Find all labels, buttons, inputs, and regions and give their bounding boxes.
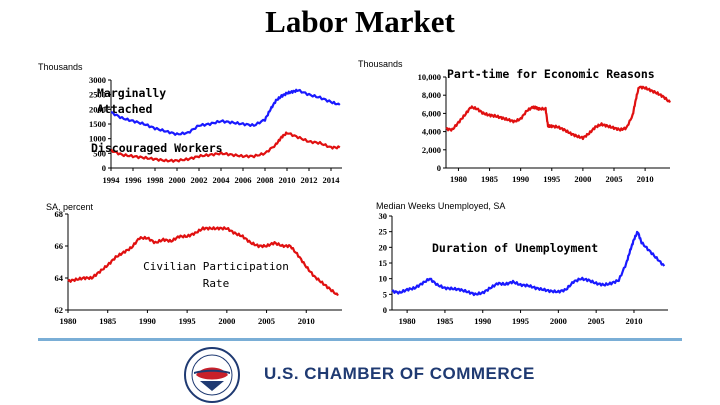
x-tick-label: 1995 — [543, 174, 560, 184]
x-tick-label: 2002 — [191, 175, 208, 185]
page-title: Labor Market — [265, 4, 455, 39]
x-tick-label: 1995 — [179, 316, 196, 326]
chart-participation-rate: 62 64 66 68 1980 1985 1990 1995 2000 2005 2010 SA, … — [46, 202, 342, 326]
x-tick-label: 2000 — [169, 175, 186, 185]
chart-annotation: Rate — [203, 277, 230, 290]
x-tick-label: 2000 — [574, 174, 591, 184]
x-tick-label: 2014 — [323, 175, 341, 185]
y-tick-label: 15 — [379, 258, 388, 268]
y-tick-label: 4,000 — [422, 127, 441, 137]
x-tick-label: 1985 — [481, 174, 498, 184]
chart-annotation: Discouraged Workers — [91, 141, 223, 155]
y-tick-label: 2000 — [89, 104, 106, 114]
x-tick-label: 2005 — [588, 316, 605, 326]
x-tick-label: 2006 — [235, 175, 252, 185]
axis-unit-label: Thousands — [358, 59, 403, 69]
chart-duration-unemployment: 0 5 10 15 20 25 30 1980 1985 1990 1995 2000 2005 2010… — [376, 201, 668, 326]
series-line — [391, 230, 666, 297]
y-tick-label: 68 — [55, 209, 64, 219]
x-tick-label: 1990 — [139, 316, 156, 326]
x-tick-label: 2004 — [213, 175, 231, 185]
y-tick-label: 10 — [379, 274, 388, 284]
x-tick-label: 2010 — [279, 175, 296, 185]
axis-unit-label: Thousands — [38, 62, 83, 72]
chart-annotation: Civilian Participation — [143, 260, 289, 273]
y-tick-label: 64 — [55, 273, 64, 283]
chamber-seal-icon — [184, 347, 240, 403]
y-tick-label: 0 — [437, 163, 441, 173]
x-tick-label: 2000 — [550, 316, 567, 326]
y-tick-label: 0 — [102, 163, 106, 173]
x-tick-label: 1996 — [125, 175, 142, 185]
series-line — [67, 226, 339, 297]
y-tick-label: 1000 — [89, 134, 106, 144]
y-tick-label: 8,000 — [422, 90, 441, 100]
series-line — [445, 85, 671, 141]
x-tick-label: 1985 — [436, 316, 453, 326]
y-tick-label: 3000 — [89, 75, 106, 85]
x-tick-label: 1990 — [474, 316, 491, 326]
series-line — [110, 88, 341, 136]
x-tick-label: 1980 — [450, 174, 467, 184]
y-tick-label: 20 — [379, 242, 388, 252]
x-tick-label: 1998 — [147, 175, 164, 185]
x-tick-label: 2010 — [637, 174, 654, 184]
y-tick-label: 2500 — [89, 90, 106, 100]
x-tick-label: 1980 — [60, 316, 77, 326]
y-tick-label: 0 — [383, 305, 387, 315]
chart-part-time: 0 2,000 4,000 6,000 8,000 10,000 1980 1985 1990 1… — [358, 59, 671, 184]
x-tick-label: 2005 — [606, 174, 623, 184]
x-tick-label: 2005 — [258, 316, 275, 326]
chart-annotation: Duration of Unemployment — [432, 241, 598, 255]
x-tick-label: 2012 — [301, 175, 318, 185]
chart-annotation: Attached — [97, 102, 152, 116]
y-tick-label: 25 — [379, 227, 388, 237]
y-tick-label: 66 — [55, 241, 64, 251]
x-tick-label: 1980 — [399, 316, 416, 326]
chart-annotation: Part-time for Economic Reasons — [447, 67, 655, 81]
y-tick-label: 5 — [383, 289, 387, 299]
chart-marginally-attached: 0 500 1000 1500 2000 2500 3000 1994 1996 1998 2000… — [38, 62, 342, 185]
x-tick-label: 1985 — [99, 316, 116, 326]
chart-annotation: Marginally — [97, 86, 166, 100]
y-tick-label: 500 — [93, 148, 106, 158]
footer-divider — [38, 338, 682, 341]
org-name: U.S. CHAMBER OF COMMERCE — [264, 364, 535, 383]
y-tick-label: 2,000 — [422, 145, 441, 155]
y-tick-label: 62 — [55, 305, 64, 315]
series-line — [110, 131, 341, 163]
x-tick-label: 2000 — [218, 316, 235, 326]
y-tick-label: 6,000 — [422, 108, 441, 118]
y-tick-label: 1500 — [89, 119, 106, 129]
x-tick-label: 2008 — [257, 175, 274, 185]
axis-unit-label: SA, percent — [46, 202, 94, 212]
x-tick-label: 2010 — [625, 316, 642, 326]
x-tick-label: 1994 — [103, 175, 121, 185]
x-tick-label: 2010 — [298, 316, 315, 326]
x-tick-label: 1990 — [512, 174, 529, 184]
y-tick-label: 30 — [379, 211, 388, 221]
axis-unit-label: Median Weeks Unemployed, SA — [376, 201, 505, 211]
y-tick-label: 10,000 — [418, 72, 441, 82]
x-tick-label: 1995 — [512, 316, 529, 326]
